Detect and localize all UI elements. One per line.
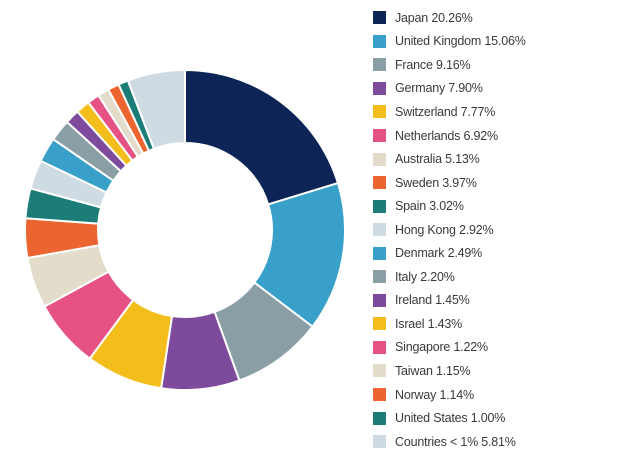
legend-item: Singapore 1.22%: [373, 336, 623, 360]
legend-item: Germany 7.90%: [373, 77, 623, 101]
chart-legend: Japan 20.26% United Kingdom 15.06% France …: [373, 6, 623, 453]
legend-label: Singapore 1.22%: [395, 340, 488, 355]
legend-item: United States 1.00%: [373, 406, 623, 430]
legend-item: Sweden 3.97%: [373, 171, 623, 195]
legend-swatch: [373, 388, 386, 402]
legend-label: Italy 2.20%: [395, 269, 455, 284]
legend-label: Denmark 2.49%: [395, 246, 483, 261]
donut-slice-countries-1: [126, 69, 186, 150]
legend-label: Japan 20.26%: [395, 10, 473, 25]
legend-swatch: [373, 152, 386, 166]
legend-label: Israel 1.43%: [395, 316, 463, 331]
legend-label: Sweden 3.97%: [395, 175, 477, 190]
legend-item: Netherlands 6.92%: [373, 124, 623, 148]
legend-swatch: [373, 81, 386, 95]
legend-swatch: [373, 270, 386, 284]
legend-item: Hong Kong 2.92%: [373, 218, 623, 242]
legend-swatch: [373, 340, 386, 354]
legend-label: Netherlands 6.92%: [395, 128, 498, 143]
legend-swatch: [373, 435, 386, 449]
legend-swatch: [373, 105, 386, 119]
legend-label: Countries < 1% 5.81%: [395, 434, 516, 449]
legend-swatch: [373, 223, 386, 237]
legend-label: Norway 1.14%: [395, 387, 474, 402]
legend-item: Countries < 1% 5.81%: [373, 430, 623, 454]
legend-item: Norway 1.14%: [373, 383, 623, 407]
legend-item: Switzerland 7.77%: [373, 100, 623, 124]
legend-item: Denmark 2.49%: [373, 241, 623, 265]
legend-swatch: [373, 58, 386, 72]
legend-swatch: [373, 293, 386, 307]
legend-swatch: [373, 411, 386, 425]
legend-swatch: [373, 34, 386, 48]
legend-swatch: [373, 317, 386, 331]
legend-item: United Kingdom 15.06%: [373, 30, 623, 54]
donut-slice-japan: [184, 69, 339, 206]
legend-swatch: [373, 11, 386, 25]
legend-swatch: [373, 129, 386, 142]
legend-label: France 9.16%: [395, 57, 471, 72]
legend-label: United Kingdom 15.06%: [395, 34, 526, 49]
legend-item: Spain 3.02%: [373, 194, 623, 218]
legend-item: France 9.16%: [373, 53, 623, 77]
legend-label: United States 1.00%: [395, 411, 506, 426]
legend-item: Australia 5.13%: [373, 147, 623, 171]
legend-item: Italy 2.20%: [373, 265, 623, 289]
legend-label: Switzerland 7.77%: [395, 104, 496, 119]
legend-swatch: [373, 246, 386, 260]
legend-swatch: [373, 364, 386, 378]
legend-label: Ireland 1.45%: [395, 293, 470, 308]
donut-chart: [24, 69, 346, 391]
legend-swatch: [373, 199, 386, 213]
legend-label: Taiwan 1.15%: [395, 363, 471, 378]
legend-label: Hong Kong 2.92%: [395, 222, 494, 237]
legend-item: Japan 20.26%: [373, 6, 623, 30]
legend-item: Israel 1.43%: [373, 312, 623, 336]
legend-label: Spain 3.02%: [395, 199, 464, 214]
legend-label: Germany 7.90%: [395, 81, 483, 96]
legend-item: Ireland 1.45%: [373, 289, 623, 313]
legend-item: Taiwan 1.15%: [373, 359, 623, 383]
legend-swatch: [373, 176, 386, 190]
legend-label: Australia 5.13%: [395, 152, 480, 167]
